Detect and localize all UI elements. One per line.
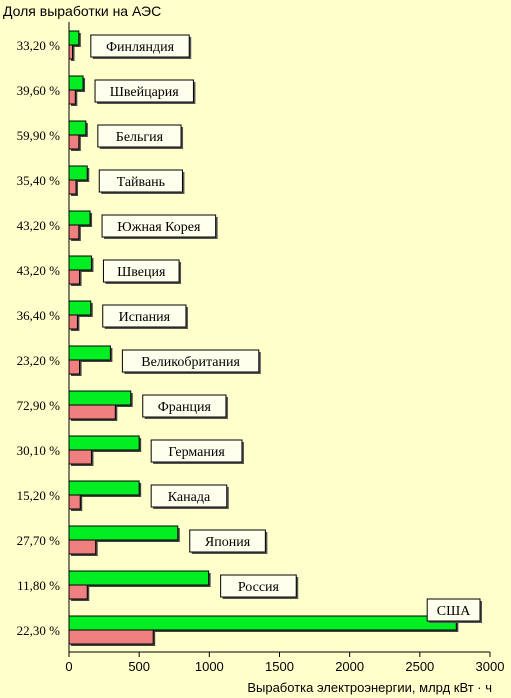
x-tick-label: 3000	[476, 659, 505, 674]
country-label: Испания	[119, 310, 171, 325]
x-tick-label: 1500	[265, 659, 294, 674]
bar-generation	[68, 345, 111, 361]
label-box	[90, 34, 190, 58]
x-ticks-group: 0 500 1000 1500 2000 2500 3000	[65, 652, 504, 674]
label-box	[220, 574, 297, 598]
bars-group	[68, 30, 459, 646]
label-box	[150, 439, 243, 463]
bar-nuclear	[68, 494, 81, 510]
bar-nuclear	[68, 224, 80, 240]
bar-nuclear	[68, 314, 78, 330]
bar-generation	[68, 435, 140, 451]
share-label: 30,10 %	[17, 443, 61, 458]
x-tick-label: 2500	[405, 659, 434, 674]
bar-generation	[68, 390, 132, 406]
share-label: 11,80 %	[17, 578, 60, 593]
share-label: 27,70 %	[17, 533, 61, 548]
share-label: 59,90 %	[17, 128, 61, 143]
bar-nuclear	[68, 269, 81, 285]
bar-nuclear	[68, 539, 97, 555]
bar-generation	[68, 480, 140, 496]
share-labels-group: 33,20 % 39,60 % 59,90 % 35,40 % 43,20 % 43,20…	[17, 38, 61, 638]
share-label: 43,20 %	[17, 263, 61, 278]
label-box	[97, 124, 182, 148]
x-tick-label: 0	[65, 659, 72, 674]
share-label: 43,20 %	[17, 218, 61, 233]
bar-nuclear	[68, 89, 76, 105]
bar-generation	[68, 525, 179, 541]
country-labels-group: Финляндия Швейцария Бельгия Тайвань Южная Ко…	[90, 34, 482, 623]
bar-generation	[68, 255, 92, 271]
share-label: 23,20 %	[17, 353, 61, 368]
bar-nuclear	[68, 359, 81, 375]
country-label: Япония	[205, 535, 251, 550]
share-label: 35,40 %	[17, 173, 61, 188]
country-label: Финляндия	[106, 40, 175, 55]
country-label: Бельгия	[116, 130, 164, 145]
bar-nuclear	[68, 449, 92, 465]
label-box	[102, 304, 187, 328]
bar-nuclear	[68, 404, 116, 420]
bar-generation	[68, 210, 91, 226]
country-label: США	[437, 604, 471, 619]
bar-generation	[68, 165, 88, 181]
chart-title: Доля выработки на АЭС	[3, 3, 161, 19]
bar-nuclear	[68, 134, 80, 150]
label-box	[102, 259, 180, 283]
country-label: Германия	[168, 445, 225, 460]
bar-generation	[68, 615, 457, 631]
country-label: Южная Корея	[117, 220, 201, 235]
bar-nuclear	[68, 584, 88, 600]
share-label: 39,60 %	[17, 83, 61, 98]
x-tick-label: 2000	[335, 659, 364, 674]
x-tick-label: 1000	[195, 659, 224, 674]
country-label: Швейцария	[110, 85, 180, 100]
bar-generation	[68, 30, 80, 46]
x-axis-title: Выработка электроэнергии, млрд кВт · ч	[247, 680, 492, 695]
country-label: Канада	[168, 490, 211, 505]
label-box	[98, 169, 183, 193]
share-label: 36,40 %	[17, 308, 61, 323]
bar-generation	[68, 570, 210, 586]
bar-generation	[68, 75, 84, 91]
share-label: 15,20 %	[17, 488, 61, 503]
bar-generation	[68, 120, 87, 136]
country-label: Франция	[158, 400, 212, 415]
label-box	[142, 394, 227, 418]
country-label: Тайвань	[117, 175, 165, 190]
label-box	[150, 484, 228, 508]
label-box	[94, 79, 194, 103]
label-box	[426, 598, 481, 622]
country-label: Великобритания	[141, 355, 240, 370]
label-box	[121, 349, 260, 373]
share-label: 33,20 %	[17, 38, 61, 53]
bar-nuclear	[68, 44, 74, 60]
country-label: Россия	[238, 580, 280, 595]
bar-nuclear	[68, 179, 77, 195]
label-box	[189, 529, 266, 553]
label-box	[101, 214, 217, 238]
bar-nuclear	[68, 629, 154, 645]
share-label: 72,90 %	[17, 398, 61, 413]
country-label: Швеция	[117, 265, 166, 280]
x-tick-label: 500	[128, 659, 150, 674]
share-label: 22,30 %	[17, 623, 61, 638]
bar-generation	[68, 300, 92, 316]
